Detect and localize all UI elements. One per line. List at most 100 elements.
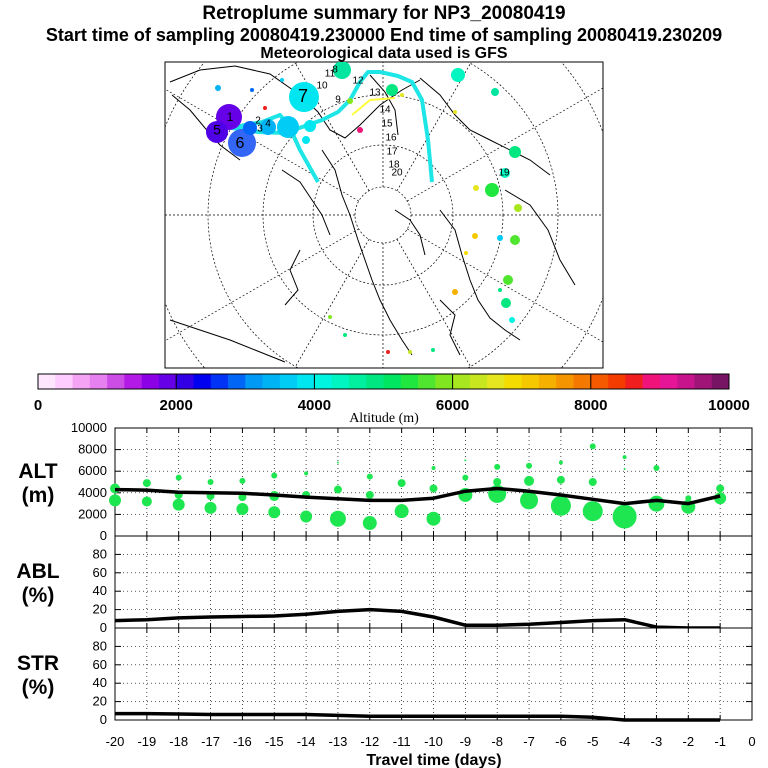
y-tick-label: 4000 [78, 485, 107, 500]
colorbar-tick-label: 4000 [298, 397, 331, 414]
x-tick-label: -10 [424, 734, 443, 749]
map-day-label: 8 [332, 65, 338, 76]
y-tick-label: 10000 [71, 420, 107, 435]
plume-marker [500, 168, 510, 178]
coastline [419, 77, 551, 176]
map-plume-markers [206, 62, 522, 354]
y-tick-label: 0 [100, 712, 107, 727]
x-tick-label: -16 [233, 734, 252, 749]
colorbar-swatch [400, 374, 419, 389]
scatter-point [141, 496, 152, 507]
map-day-label: 11 [325, 69, 336, 80]
plume-marker [347, 98, 353, 104]
coastline [321, 149, 413, 356]
scatter-point [333, 485, 342, 494]
scatter-point [172, 498, 185, 511]
colorbar-swatch [418, 374, 436, 389]
plume-marker [503, 275, 513, 285]
y-tick-label: 80 [93, 638, 107, 653]
scatter-point [426, 511, 441, 526]
scatter-point [648, 495, 665, 512]
colorbar-swatch [659, 374, 678, 389]
colorbar-swatch [556, 374, 574, 389]
scatter-point [207, 479, 214, 485]
x-tick-label: -4 [619, 734, 631, 749]
plume-marker [386, 84, 398, 96]
map-day-label: 7 [298, 86, 308, 106]
map-day-label: 3 [257, 124, 263, 135]
colorbar-swatch [279, 374, 298, 389]
scatter-point [362, 516, 377, 531]
colorbar-swatch [348, 374, 367, 389]
map-day-label: 20 [391, 168, 403, 179]
scatter-point [550, 495, 571, 516]
colorbar-swatch [314, 374, 332, 389]
series-line [115, 711, 721, 722]
scatter-point [300, 510, 313, 523]
colorbar-swatch [72, 374, 91, 389]
x-tick-label: -15 [265, 734, 284, 749]
colorbar-swatch [176, 374, 194, 389]
colorbar-swatch [625, 374, 643, 389]
scatter-point [582, 501, 603, 522]
x-tick-label: -12 [360, 734, 379, 749]
colorbar-swatch [452, 374, 471, 389]
plume-marker [408, 350, 412, 354]
plume-marker [510, 235, 520, 245]
colorbar-swatch [608, 374, 626, 389]
y-axis-label: STR [17, 652, 59, 675]
coastline [369, 74, 399, 136]
plume-marker [472, 233, 478, 239]
plume-marker [501, 298, 511, 308]
plume-marker [509, 317, 515, 323]
plume-marker [451, 68, 465, 82]
scatter-point [431, 465, 436, 470]
map-graticule [165, 62, 603, 368]
scatter-point [653, 464, 660, 471]
y-tick-label: 60 [93, 565, 107, 580]
scatter-point [271, 472, 278, 479]
plume-marker [386, 350, 390, 354]
map-day-label: 18 [388, 160, 400, 171]
track-line [230, 70, 434, 183]
colorbar-swatch [297, 374, 315, 389]
scatter-point [622, 455, 627, 460]
scatter-point [526, 462, 533, 469]
plume-marker [464, 251, 468, 255]
plume-marker [206, 121, 228, 143]
scatter-point [142, 479, 151, 488]
colorbar-swatch [193, 374, 212, 389]
plume-marker [497, 235, 503, 241]
scatter-point [236, 503, 249, 515]
map-day-label: 15 [381, 119, 393, 130]
map-day-label: 4 [265, 119, 271, 130]
colorbar-tick-label: 6000 [436, 397, 469, 414]
y-axis-label: ALT [18, 460, 57, 483]
colorbar-swatch [521, 374, 540, 389]
colorbar-swatch [504, 374, 522, 389]
x-tick-label: -2 [683, 734, 695, 749]
colorbar-swatch [642, 374, 661, 389]
plume-marker [491, 88, 499, 96]
plume-marker [277, 116, 299, 138]
colorbar-swatch [487, 374, 505, 389]
plume-marker [215, 85, 221, 91]
series-line [114, 607, 721, 630]
track-segment [351, 97, 396, 116]
map-day-label: 2 [255, 116, 261, 127]
plume-marker [453, 110, 457, 114]
panel-frame [114, 627, 753, 721]
map-day-label: 14 [379, 105, 391, 116]
y-axis-label: (%) [22, 676, 55, 699]
x-tick-label: -7 [523, 734, 535, 749]
colorbar-swatch [538, 374, 557, 389]
plume-marker [250, 88, 254, 92]
scatter-point [365, 490, 374, 499]
plume-marker [452, 289, 458, 295]
panel-abl: 0 20 40 60 80 ABL(%) [16, 535, 753, 635]
map-day-label: 5 [213, 122, 221, 138]
x-tick-label: -8 [491, 734, 503, 749]
scatter-point [623, 468, 626, 471]
